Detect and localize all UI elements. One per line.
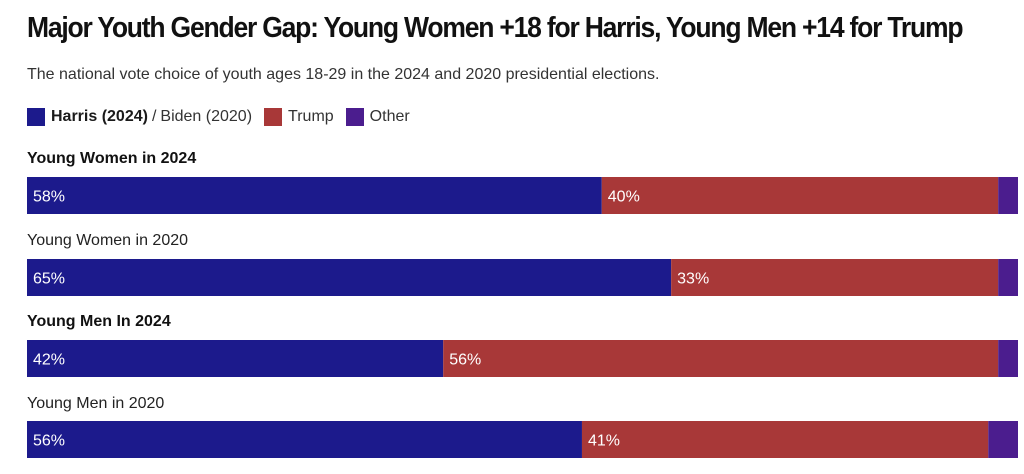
bar-segment-dem-row-3 xyxy=(27,421,582,458)
legend-label-other: Other xyxy=(369,108,410,125)
legend-label-trump: Trump xyxy=(288,108,334,125)
legend-swatch-other xyxy=(345,108,364,126)
bar-segment-other-row-0 xyxy=(998,177,1018,214)
bar-segment-other-row-3 xyxy=(988,421,1018,458)
legend-item-harris-biden: Harris (2024) / Biden (2020) xyxy=(27,108,252,126)
data-label-trump-row-0: 40% xyxy=(608,189,640,206)
bar-segment-dem-row-0 xyxy=(27,177,602,214)
data-label-trump-row-1: 33% xyxy=(677,271,709,288)
legend-label-biden: Biden (2020) xyxy=(160,108,253,125)
chart-subtitle: The national vote choice of youth ages 1… xyxy=(27,66,660,83)
data-label-dem-row-0: 58% xyxy=(33,189,65,206)
row-label-young-women-2020: Young Women in 2020 xyxy=(27,232,189,249)
bar-segment-trump-row-0 xyxy=(601,177,999,214)
legend-item-trump: Trump xyxy=(264,108,334,126)
row-label-young-women-2024: Young Women in 2024 xyxy=(27,150,197,167)
data-label-dem-row-1: 65% xyxy=(33,271,65,288)
legend-swatch-trump xyxy=(264,108,283,126)
row-label-young-men-2024: Young Men In 2024 xyxy=(27,313,171,330)
legend-swatch-harris-biden xyxy=(27,108,45,126)
data-label-dem-row-3: 56% xyxy=(33,433,65,450)
bar-segment-dem-row-1 xyxy=(27,259,672,296)
row-label-young-men-2020: Young Men in 2020 xyxy=(27,395,165,412)
bar-segment-other-row-1 xyxy=(998,259,1018,296)
bar-segment-other-row-2 xyxy=(998,340,1018,377)
legend-separator: / xyxy=(151,108,157,125)
legend-label-harris: Harris (2024) xyxy=(51,108,148,125)
legend: Harris (2024) / Biden (2020) Trump Other xyxy=(27,108,422,126)
bar-segment-trump-row-1 xyxy=(671,259,999,296)
legend-item-other: Other xyxy=(345,108,410,126)
data-label-trump-row-3: 41% xyxy=(588,433,620,450)
chart-title: Major Youth Gender Gap: Young Women +18 … xyxy=(27,12,964,44)
data-label-trump-row-2: 56% xyxy=(449,352,481,369)
data-label-dem-row-2: 42% xyxy=(33,352,65,369)
bar-segment-trump-row-2 xyxy=(443,340,999,377)
bar-segment-trump-row-3 xyxy=(581,421,989,458)
bar-segment-dem-row-2 xyxy=(27,340,444,377)
